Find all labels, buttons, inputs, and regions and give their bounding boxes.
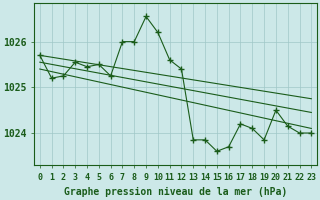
X-axis label: Graphe pression niveau de la mer (hPa): Graphe pression niveau de la mer (hPa) [64,187,287,197]
